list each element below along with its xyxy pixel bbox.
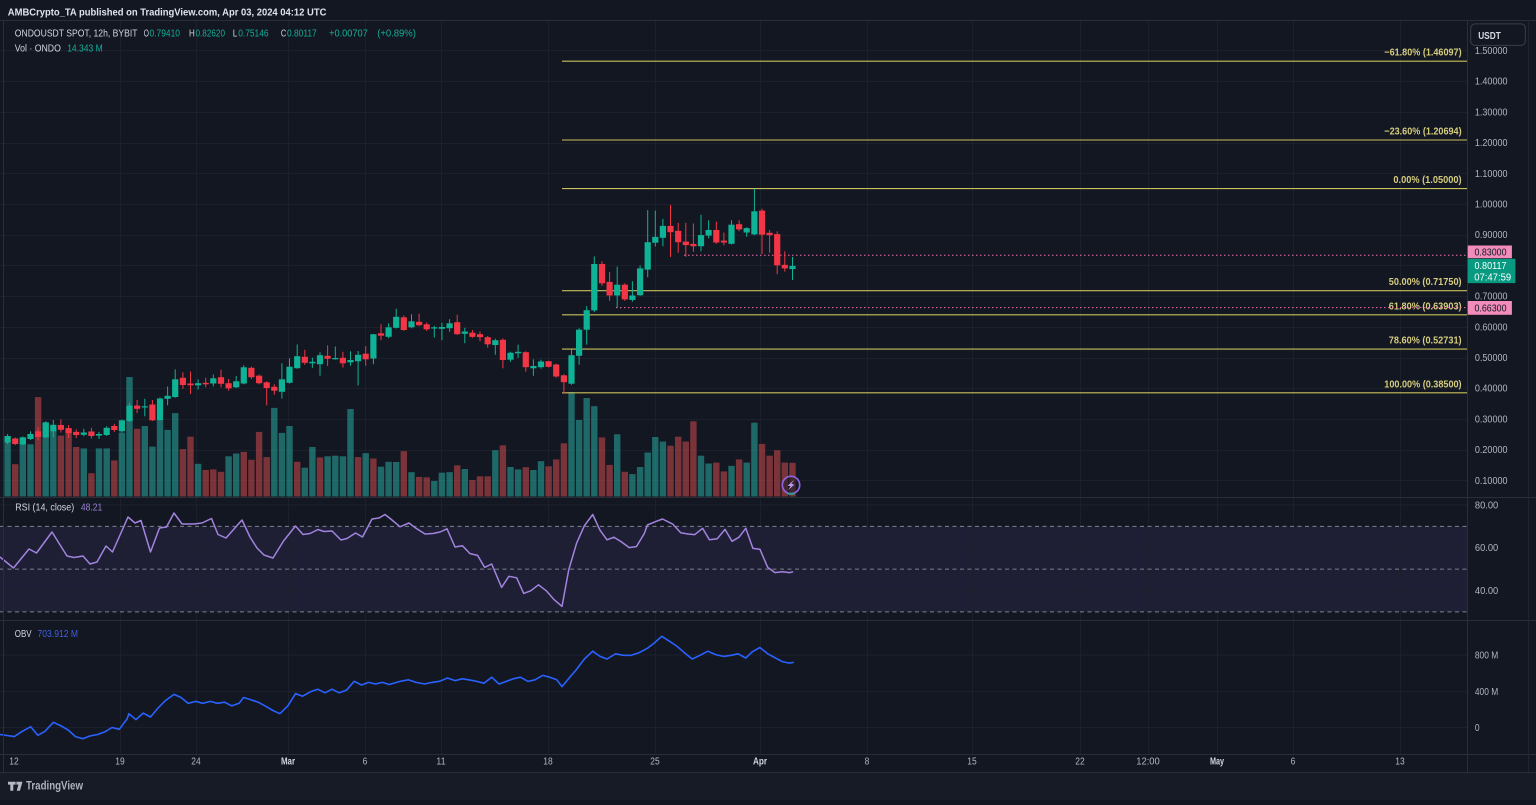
svg-text:USDT: USDT: [1478, 31, 1501, 42]
svg-text:400 M: 400 M: [1475, 687, 1498, 698]
svg-text:24: 24: [191, 756, 201, 767]
svg-text:L: L: [233, 29, 238, 40]
svg-text:78.60% (0.52731): 78.60% (0.52731): [1389, 336, 1462, 347]
svg-text:18: 18: [543, 756, 553, 767]
svg-text:8: 8: [865, 756, 870, 767]
svg-text:+0.00707: +0.00707: [329, 29, 368, 40]
svg-text:May: May: [1210, 756, 1224, 767]
svg-text:1.50000: 1.50000: [1475, 46, 1508, 57]
svg-text:OBV: OBV: [15, 629, 32, 640]
svg-text:0.40000: 0.40000: [1475, 384, 1508, 395]
svg-text:61.80% (0.63903): 61.80% (0.63903): [1389, 301, 1462, 312]
svg-text:0.75146: 0.75146: [238, 29, 269, 40]
svg-text:800 M: 800 M: [1475, 651, 1498, 662]
svg-text:25: 25: [650, 756, 660, 767]
svg-text:0.10000: 0.10000: [1475, 476, 1508, 487]
svg-text:−23.60% (1.20694): −23.60% (1.20694): [1384, 127, 1461, 138]
svg-text:0.20000: 0.20000: [1475, 445, 1508, 456]
svg-text:Vol · ONDO: Vol · ONDO: [15, 43, 61, 54]
svg-text:0.00% (1.05000): 0.00% (1.05000): [1393, 175, 1461, 186]
svg-text:50.00% (0.71750): 50.00% (0.71750): [1389, 277, 1462, 288]
svg-text:15: 15: [967, 756, 977, 767]
svg-text:RSI (14, close): RSI (14, close): [15, 503, 74, 514]
svg-text:100.00% (0.38500): 100.00% (0.38500): [1384, 379, 1461, 390]
svg-text:6: 6: [1291, 756, 1296, 767]
svg-text:0.60000: 0.60000: [1475, 322, 1508, 333]
svg-text:80.00: 80.00: [1475, 501, 1499, 512]
svg-text:Apr: Apr: [753, 756, 767, 767]
svg-text:H: H: [189, 29, 195, 40]
svg-text:0.66300: 0.66300: [1475, 304, 1507, 315]
svg-text:0.30000: 0.30000: [1475, 414, 1508, 425]
svg-text:0.79410: 0.79410: [150, 29, 181, 40]
svg-text:0.80117: 0.80117: [1475, 261, 1507, 272]
svg-text:−61.80% (1.46097): −61.80% (1.46097): [1384, 48, 1461, 59]
svg-text:ONDOUSDT SPOT, 12h, BYBIT: ONDOUSDT SPOT, 12h, BYBIT: [15, 29, 138, 40]
svg-text:12:00: 12:00: [1136, 756, 1160, 767]
svg-text:22: 22: [1075, 756, 1085, 767]
svg-text:19: 19: [115, 756, 125, 767]
svg-text:TradingView: TradingView: [26, 781, 83, 793]
svg-text:Mar: Mar: [281, 756, 295, 767]
svg-text:1.30000: 1.30000: [1475, 107, 1508, 118]
svg-text:703.912 M: 703.912 M: [38, 629, 79, 640]
svg-text:AMBCrypto_TA published on Trad: AMBCrypto_TA published on TradingView.co…: [8, 7, 327, 18]
svg-text:40.00: 40.00: [1475, 586, 1499, 597]
svg-text:13: 13: [1395, 756, 1405, 767]
svg-text:0.90000: 0.90000: [1475, 230, 1508, 241]
svg-text:60.00: 60.00: [1475, 543, 1499, 554]
svg-text:11: 11: [436, 756, 446, 767]
svg-text:1.10000: 1.10000: [1475, 169, 1508, 180]
svg-text:14.343 M: 14.343 M: [67, 43, 103, 54]
svg-text:0.50000: 0.50000: [1475, 353, 1508, 364]
svg-text:1.20000: 1.20000: [1475, 138, 1508, 149]
svg-text:07:47:59: 07:47:59: [1474, 272, 1511, 283]
svg-text:12: 12: [9, 756, 19, 767]
svg-text:0.83000: 0.83000: [1475, 247, 1507, 258]
svg-text:C: C: [281, 29, 286, 40]
svg-text:1.00000: 1.00000: [1475, 200, 1508, 211]
svg-text:O: O: [144, 29, 149, 40]
svg-text:0.70000: 0.70000: [1475, 292, 1508, 303]
svg-text:0: 0: [1475, 723, 1480, 734]
svg-text:0.80117: 0.80117: [287, 29, 317, 40]
svg-text:6: 6: [363, 756, 368, 767]
svg-text:1.40000: 1.40000: [1475, 77, 1508, 88]
svg-text:48.21: 48.21: [81, 503, 103, 514]
svg-text:0.82620: 0.82620: [196, 29, 226, 40]
svg-text:(+0.89%): (+0.89%): [377, 29, 416, 40]
